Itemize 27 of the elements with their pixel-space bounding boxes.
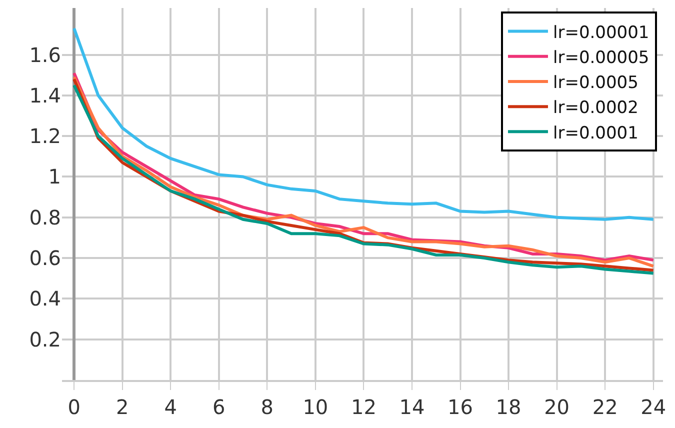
x-tick-label: 8 [260,395,274,419]
y-tick-label: 0.8 [29,205,61,230]
legend-label: lr=0.0005 [552,73,638,94]
x-tick-label: 20 [544,395,570,419]
x-tick-label: 22 [592,395,618,419]
x-tick-label: 14 [399,395,425,419]
y-tick-label: 0.6 [29,246,61,270]
y-tick-label: 1.2 [29,124,61,148]
x-tick-label: 16 [448,395,473,419]
legend-label: lr=0.0001 [552,123,638,144]
x-tick-label: 18 [496,395,522,419]
legend-label: lr=0.00005 [552,48,650,68]
x-tick-label: 12 [350,395,376,419]
y-tick-label: 0.4 [29,286,61,311]
x-tick-label: 4 [164,395,177,419]
legend-label: lr=0.0002 [552,98,638,118]
y-tick-label: 1 [48,164,61,189]
y-tick-label: 1.4 [29,83,61,108]
x-tick-label: 2 [116,395,129,419]
x-tick-label: 0 [68,395,80,419]
line-series [72,26,655,221]
x-tick-label: 6 [212,395,226,419]
y-tick-label: 1.6 [29,42,61,67]
x-tick-label: 24 [640,395,666,419]
y-tick-label: 0.2 [29,327,61,352]
x-tick-label: 10 [302,395,328,419]
legend-label: lr=0.00001 [552,22,650,43]
